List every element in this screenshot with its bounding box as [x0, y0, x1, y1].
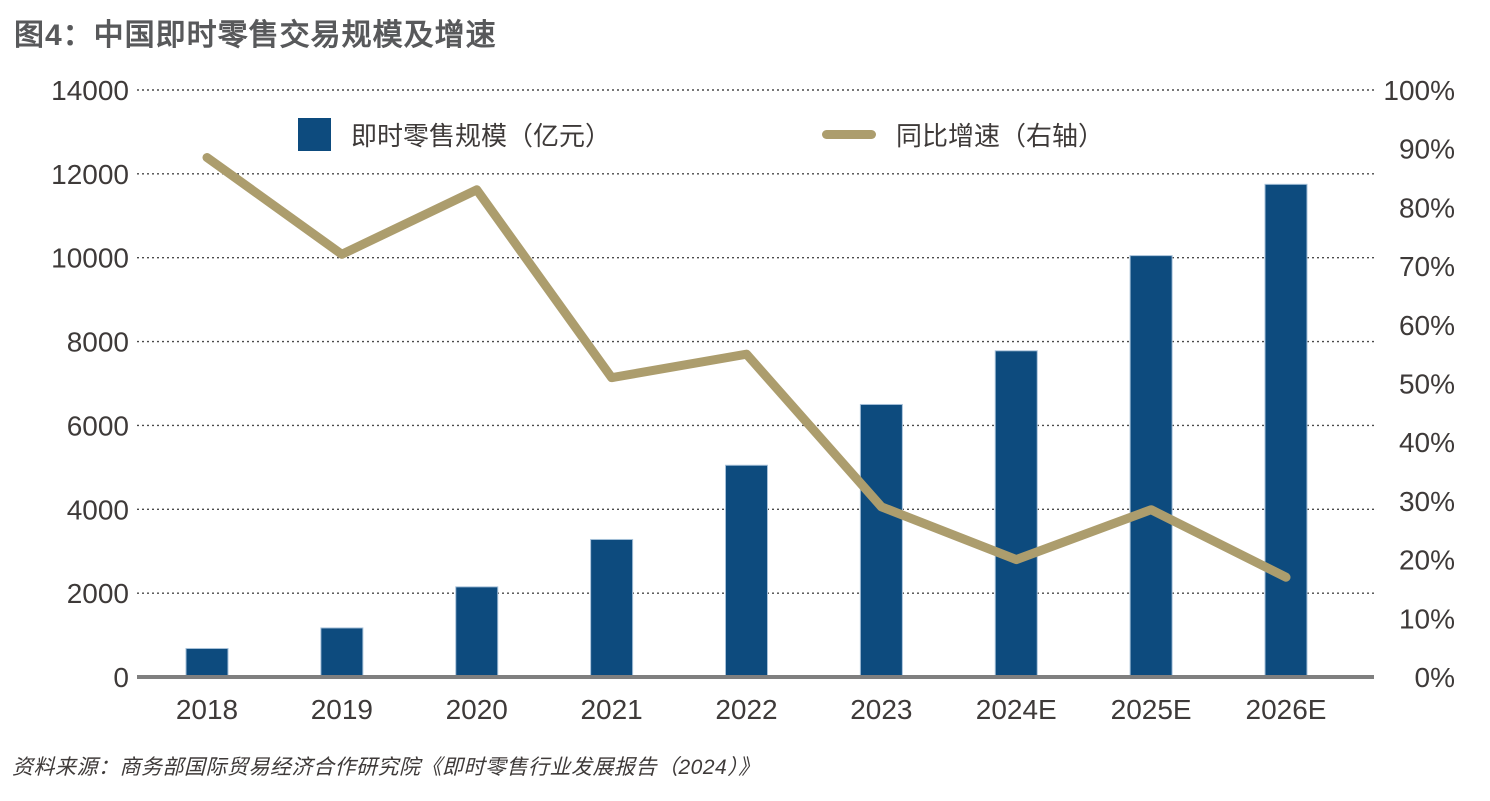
bar-2018	[185, 647, 229, 678]
right-axis-tick: 60%	[1399, 310, 1455, 341]
right-axis-tick: 50%	[1399, 369, 1455, 400]
left-axis-tick: 12000	[51, 159, 129, 190]
right-axis-tick: 70%	[1399, 251, 1455, 282]
legend-bar-label: 即时零售规模（亿元）	[351, 120, 612, 151]
right-axis-tick: 90%	[1399, 134, 1455, 165]
left-axis-tick: 10000	[51, 243, 129, 274]
right-axis-tick: 20%	[1399, 545, 1455, 576]
source-note: 资料来源：商务部国际贸易经济合作研究院《即时零售行业发展报告（2024）》	[12, 756, 760, 779]
x-axis-label-2024E: 2024E	[976, 694, 1057, 725]
right-axis-tick: 100%	[1383, 75, 1455, 106]
bar-2022	[725, 464, 768, 678]
bar-2023	[859, 403, 903, 678]
bar-2020	[455, 586, 499, 678]
right-axis-tick: 80%	[1399, 192, 1455, 223]
bar-2025E	[1129, 255, 1173, 678]
left-axis-tick: 4000	[67, 494, 129, 525]
line-series-swatch-icon	[822, 129, 876, 139]
right-axis-tick: 30%	[1399, 486, 1455, 517]
left-axis-tick: 2000	[67, 578, 129, 609]
left-axis-tick: 14000	[51, 75, 129, 106]
right-axis-tick: 0%	[1415, 662, 1455, 693]
x-axis-label-2020: 2020	[446, 694, 508, 725]
left-axis-tick: 8000	[67, 327, 129, 358]
left-axis-tick: 6000	[67, 410, 129, 441]
right-axis-tick: 40%	[1399, 427, 1455, 458]
x-axis-label-2025E: 2025E	[1111, 694, 1192, 725]
x-axis-label-2026E: 2026E	[1246, 694, 1327, 725]
bar-series-swatch-icon	[298, 117, 331, 151]
right-axis-tick: 10%	[1399, 603, 1455, 634]
legend-item-growth: 同比增速（右轴）	[822, 117, 1104, 151]
left-axis-tick: 0	[113, 662, 129, 693]
x-axis-label-2023: 2023	[850, 694, 912, 725]
bar-2021	[590, 538, 634, 678]
legend-line-label: 同比增速（右轴）	[896, 120, 1105, 151]
x-axis-label-2022: 2022	[715, 694, 777, 725]
x-axis-label-2021: 2021	[580, 694, 642, 725]
x-axis-label-2019: 2019	[311, 694, 373, 725]
bar-2019	[320, 627, 364, 678]
bar-2024E	[994, 350, 1038, 678]
bar-2026E	[1264, 183, 1308, 678]
growth-line	[202, 153, 1291, 582]
x-axis-label-2018: 2018	[176, 694, 238, 725]
legend-item-scale: 即时零售规模（亿元）	[298, 117, 611, 151]
chart-title: 图4：中国即时零售交易规模及增速	[14, 19, 497, 52]
